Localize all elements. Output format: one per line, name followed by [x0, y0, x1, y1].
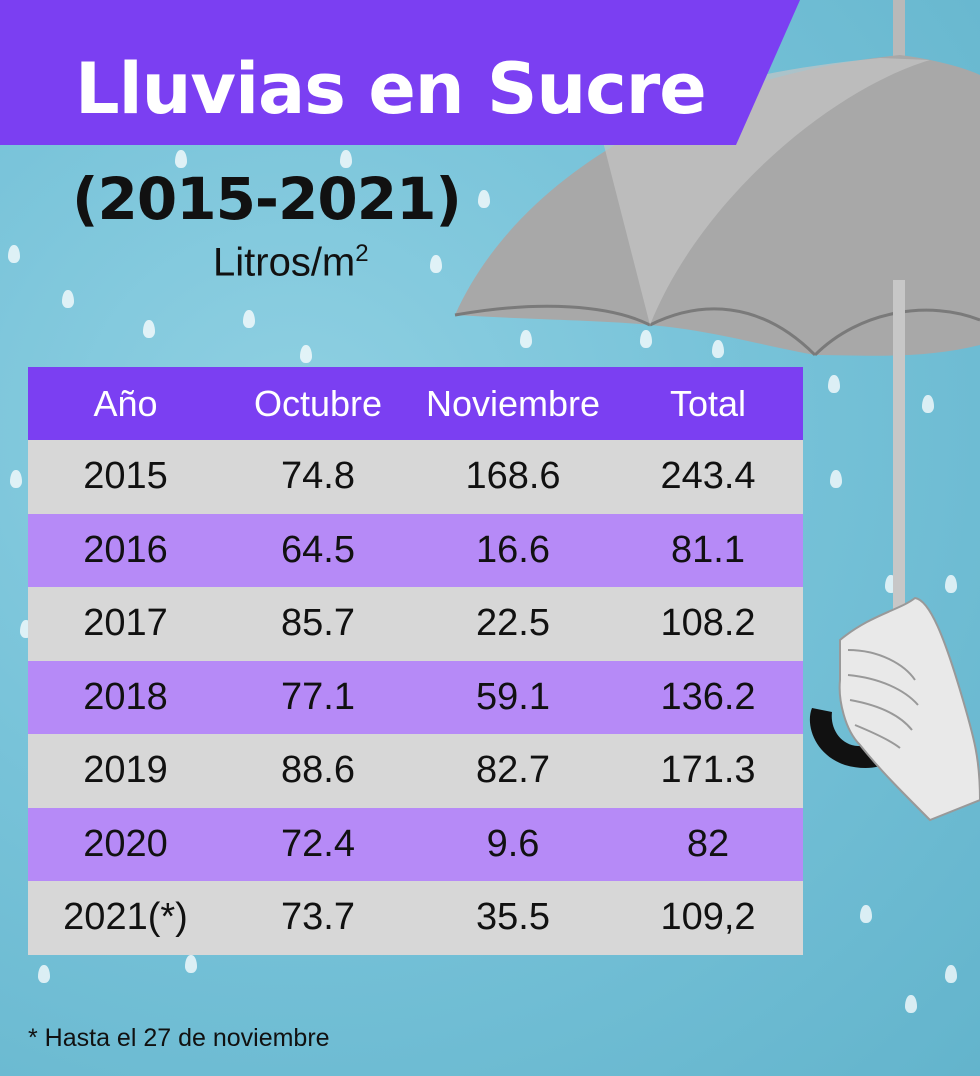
title-banner — [0, 0, 800, 145]
cell-total: 136.2 — [660, 675, 756, 718]
cell-october: 88.6 — [281, 749, 355, 792]
table-row: 2018 77.1 59.1 136.2 — [28, 660, 803, 734]
table-row: 2015 74.8 168.6 243.4 — [28, 440, 803, 514]
page-title: Lluvias en Sucre — [75, 48, 707, 130]
cell-november: 22.5 — [476, 602, 550, 645]
table-row: 2021(*) 73.7 35.5 109,2 — [28, 881, 803, 955]
cell-total: 82 — [686, 822, 730, 865]
table-row: 2020 72.4 9.6 82 — [28, 807, 803, 881]
cell-total: 243.4 — [660, 455, 756, 498]
cell-october: 74.8 — [281, 455, 355, 498]
cell-year: 2020 — [83, 822, 168, 865]
cell-october: 85.7 — [281, 602, 355, 645]
page-subtitle: (2015-2021) — [72, 165, 462, 233]
header-total: Total — [669, 382, 747, 424]
cell-october: 77.1 — [281, 675, 355, 718]
unit-text: Litros/m — [213, 240, 356, 285]
cell-october: 73.7 — [281, 896, 355, 939]
table-row: 2019 88.6 82.7 171.3 — [28, 734, 803, 808]
table-header-row: Año Octubre Noviembre Total — [28, 367, 803, 440]
cell-year: 2021(*) — [63, 896, 188, 939]
cell-total: 171.3 — [660, 749, 756, 792]
unit-label: Litros/m2 — [213, 240, 369, 285]
cell-october: 72.4 — [281, 822, 355, 865]
cell-year: 2016 — [83, 528, 168, 571]
cell-november: 82.7 — [476, 749, 550, 792]
cell-year: 2017 — [83, 602, 168, 645]
cell-year: 2018 — [83, 675, 168, 718]
cell-total: 109,2 — [660, 896, 756, 939]
table-row: 2017 85.7 22.5 108.2 — [28, 587, 803, 661]
cell-november: 59.1 — [476, 675, 550, 718]
cell-november: 16.6 — [476, 528, 550, 571]
rainfall-table: Año Octubre Noviembre Total 2015 74.8 168.… — [28, 367, 803, 955]
cell-november: 35.5 — [476, 896, 550, 939]
header-october: Octubre — [253, 382, 383, 424]
cell-year: 2019 — [83, 749, 168, 792]
cell-total: 108.2 — [660, 602, 756, 645]
cell-october: 64.5 — [281, 528, 355, 571]
header-november: Noviembre — [425, 382, 601, 424]
cell-year: 2015 — [83, 455, 168, 498]
cell-total: 81.1 — [671, 528, 745, 571]
cell-november: 9.6 — [486, 822, 540, 865]
unit-superscript: 2 — [355, 240, 369, 267]
header-year: Año — [93, 382, 158, 424]
footnote: * Hasta el 27 de noviembre — [28, 1024, 330, 1052]
table-row: 2016 64.5 16.6 81.1 — [28, 513, 803, 587]
cell-november: 168.6 — [465, 455, 561, 498]
